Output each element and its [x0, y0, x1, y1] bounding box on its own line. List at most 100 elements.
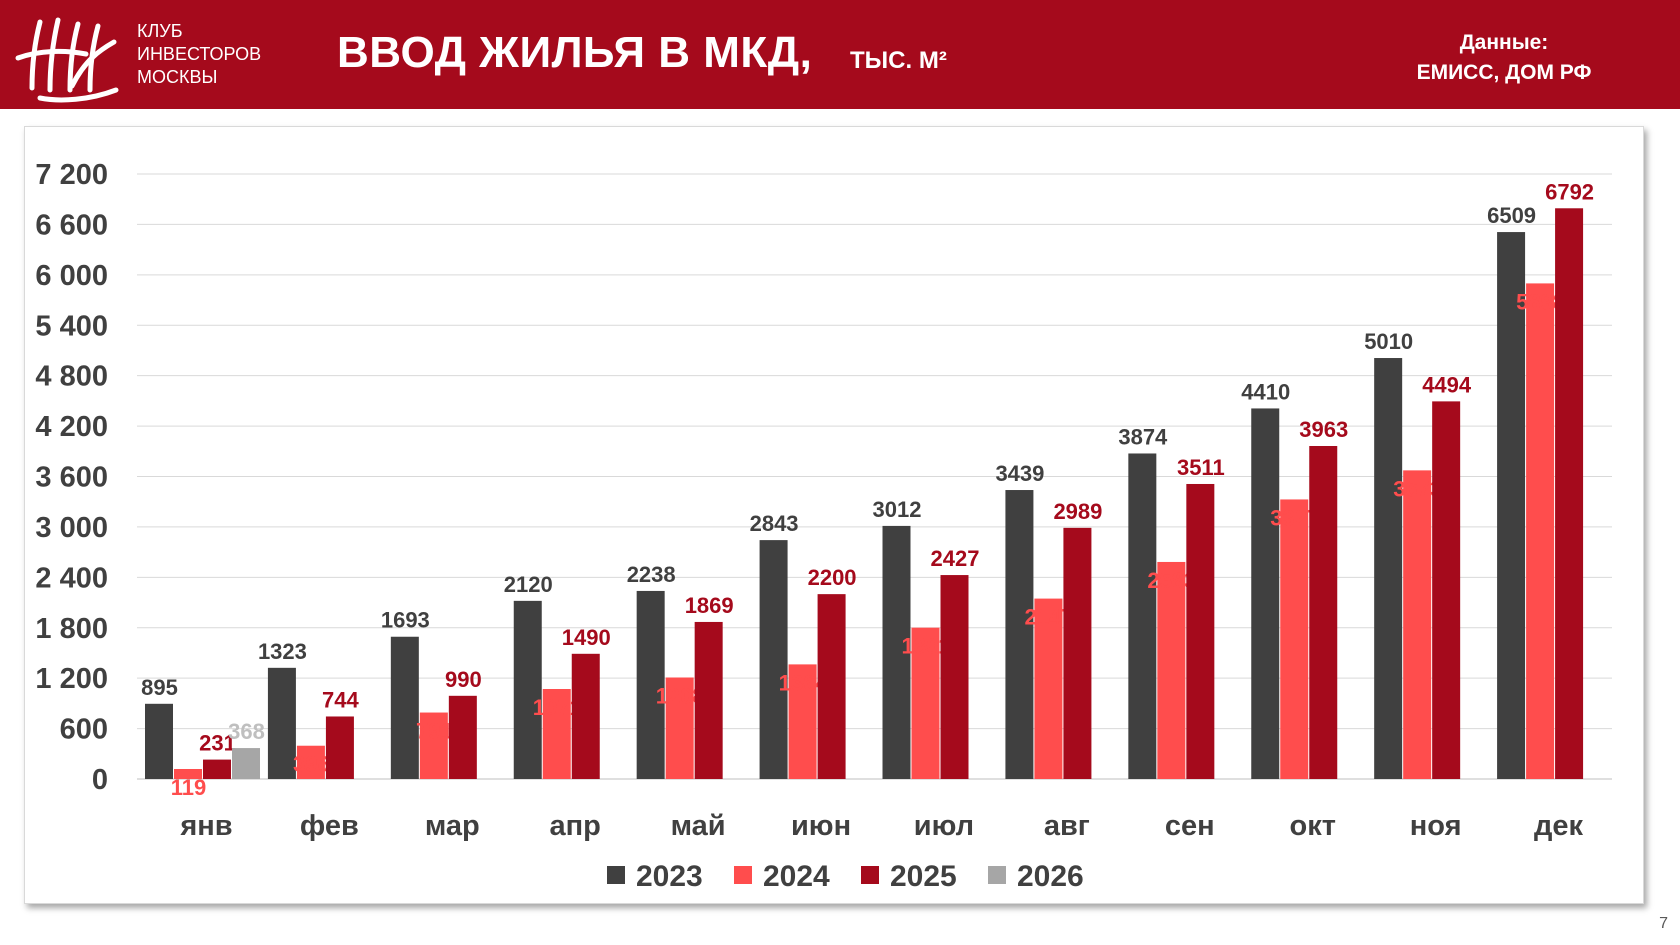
y-tick-label: 1 200 — [35, 663, 108, 695]
data-label-2023: 1693 — [381, 608, 430, 633]
y-tick-label: 5 400 — [35, 310, 108, 342]
source-label: Данные: — [1459, 31, 1549, 54]
y-tick-label: 3 000 — [35, 512, 108, 544]
data-label-2024: 396 — [293, 752, 330, 777]
x-tick-label: янв — [179, 810, 232, 842]
data-label-2023: 3874 — [1118, 424, 1168, 449]
bar-2025 — [1186, 483, 1215, 779]
data-label-2025: 2200 — [808, 565, 857, 590]
legend-label-2026: 2026 — [1017, 860, 1084, 893]
data-label-2023: 4410 — [1241, 379, 1290, 404]
x-tick-label: мар — [425, 810, 480, 842]
bar-2023 — [267, 667, 296, 779]
legend-swatch-2026 — [988, 866, 1006, 884]
logo-line-2: ИНВЕСТОРОВ — [137, 44, 262, 64]
bar-2025 — [817, 594, 846, 779]
bar-2026 — [232, 748, 260, 779]
data-label-2025: 2989 — [1053, 499, 1102, 524]
legend-swatch-2023 — [607, 866, 625, 884]
y-tick-label: 1 800 — [35, 613, 108, 645]
data-label-2023: 2238 — [627, 562, 676, 587]
y-tick-label: 600 — [60, 714, 108, 746]
y-tick-label: 6 000 — [35, 260, 108, 292]
bar-2023 — [513, 600, 542, 779]
x-tick-label: дек — [1534, 810, 1584, 842]
data-label-2026: 368 — [228, 719, 265, 744]
y-tick-label: 6 600 — [35, 209, 108, 241]
bar-2025 — [1432, 401, 1461, 779]
x-tick-label: ноя — [1410, 810, 1462, 842]
legend-label-2024: 2024 — [763, 860, 830, 893]
y-tick-label: 4 800 — [35, 361, 108, 393]
y-tick-label: 3 600 — [35, 462, 108, 494]
data-label-2024: 119 — [171, 775, 207, 800]
legend-label-2025: 2025 — [890, 860, 957, 893]
bar-2023 — [1128, 453, 1157, 779]
bar-2025 — [203, 759, 231, 779]
data-label-2025: 990 — [445, 667, 482, 692]
y-tick-label: 7 200 — [35, 159, 108, 191]
bar-2023 — [1005, 490, 1034, 779]
bar-2024 — [1526, 283, 1555, 779]
data-source: Данные: ЕМИСС, ДОМ РФ — [1394, 28, 1614, 88]
bar-2023 — [390, 636, 419, 779]
bar-2024 — [1157, 561, 1186, 779]
bar-2023 — [882, 525, 911, 779]
bar-2025 — [1309, 445, 1338, 779]
y-tick-label: 2 400 — [35, 562, 108, 594]
bar-2023 — [1374, 358, 1403, 779]
logo-line-1: КЛУБ — [137, 21, 183, 41]
data-label-2023: 6509 — [1487, 203, 1536, 228]
bar-2025 — [940, 575, 969, 779]
data-label-2025: 6792 — [1545, 179, 1594, 204]
page-title: ВВОД ЖИЛЬЯ В МКД, — [337, 28, 813, 77]
x-tick-label: окт — [1289, 810, 1335, 842]
header-bar: КЛУБ ИНВЕСТОРОВ МОСКВЫ ВВОД ЖИЛЬЯ В МКД,… — [0, 0, 1680, 109]
bar-2023 — [759, 540, 788, 779]
data-label-2024: 791 — [416, 719, 453, 744]
bar-2025 — [448, 695, 477, 779]
bar-2024 — [296, 745, 325, 779]
logo-line-3: МОСКВЫ — [137, 67, 218, 87]
title-unit: ТЫС. М² — [850, 47, 947, 74]
data-label-2025: 1490 — [562, 625, 611, 650]
bar-2024 — [174, 769, 202, 779]
bar-2025 — [1063, 527, 1092, 779]
data-label-2023: 895 — [141, 675, 178, 700]
x-tick-label: июн — [791, 810, 851, 842]
x-tick-label: июл — [914, 810, 974, 842]
data-label-2025: 2427 — [931, 546, 980, 571]
page-number: 7 — [1659, 915, 1668, 932]
bar-2025 — [571, 653, 600, 779]
logo-text: КЛУБ ИНВЕСТОРОВ МОСКВЫ — [137, 20, 297, 89]
legend-swatch-2024 — [734, 866, 752, 884]
x-tick-label: авг — [1044, 810, 1090, 842]
bar-2024 — [1280, 499, 1309, 779]
bar-2025 — [325, 716, 354, 779]
club-logo-icon — [15, 17, 119, 103]
bar-2024 — [788, 664, 817, 779]
data-label-2025: 3963 — [1299, 417, 1348, 442]
bar-2024 — [665, 677, 694, 779]
data-label-2023: 1323 — [258, 639, 307, 664]
legend-label-2023: 2023 — [636, 860, 703, 893]
x-tick-label: фев — [300, 810, 359, 842]
legend-swatch-2025 — [861, 866, 879, 884]
data-label-2025: 3511 — [1177, 455, 1225, 480]
data-label-2023: 2843 — [750, 511, 799, 536]
bar-2024 — [1034, 598, 1063, 779]
bar-2024 — [1403, 470, 1432, 779]
bar-2025 — [694, 621, 723, 779]
data-label-2023: 2120 — [504, 572, 553, 597]
y-tick-label: 0 — [92, 764, 108, 796]
bar-2025 — [1555, 208, 1584, 780]
data-label-2025: 4494 — [1422, 372, 1472, 397]
data-label-2025: 231 — [199, 731, 236, 756]
data-label-2025: 744 — [322, 687, 359, 712]
data-label-2023: 3012 — [873, 497, 922, 522]
bar-2024 — [911, 627, 940, 779]
data-label-2023: 3439 — [995, 461, 1044, 486]
bar-2024 — [419, 712, 448, 779]
x-tick-label: апр — [550, 810, 601, 842]
